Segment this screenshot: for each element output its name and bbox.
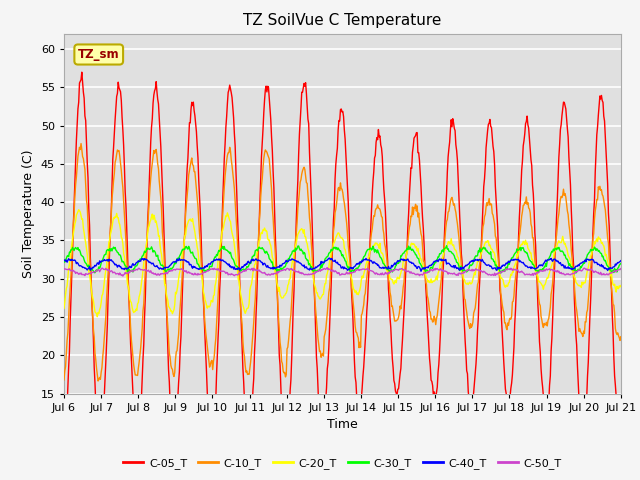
Legend: C-05_T, C-10_T, C-20_T, C-30_T, C-40_T, C-50_T: C-05_T, C-10_T, C-20_T, C-30_T, C-40_T, … — [119, 453, 566, 473]
Text: TZ_sm: TZ_sm — [78, 48, 120, 61]
X-axis label: Time: Time — [327, 418, 358, 431]
Title: TZ SoilVue C Temperature: TZ SoilVue C Temperature — [243, 13, 442, 28]
Y-axis label: Soil Temperature (C): Soil Temperature (C) — [22, 149, 35, 278]
